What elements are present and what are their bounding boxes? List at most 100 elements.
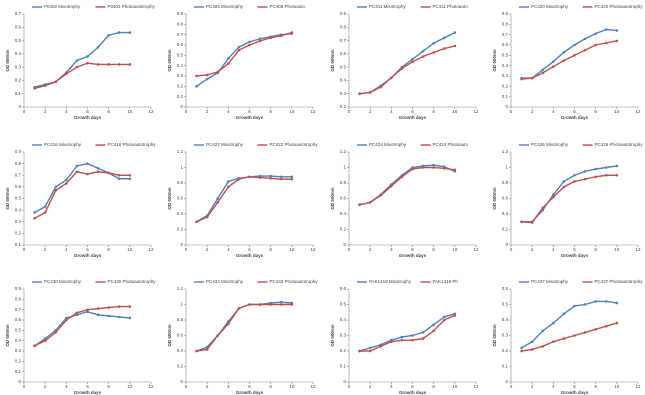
point	[269, 177, 272, 180]
y-tick-label: 0.6	[15, 24, 22, 29]
x-tick-label: 2	[369, 384, 372, 389]
point	[541, 329, 545, 333]
y-tick-label: 0	[505, 242, 508, 247]
point	[65, 178, 68, 182]
point	[368, 346, 372, 350]
legend-label: PC430 Photoautotrophy	[108, 279, 157, 284]
legend-label: PC422 Mixotrophy	[206, 142, 244, 147]
point	[117, 305, 121, 308]
point	[594, 175, 597, 179]
point	[227, 185, 230, 189]
point	[290, 303, 294, 306]
y-tick-label: 0.7	[15, 11, 22, 16]
point	[432, 41, 435, 45]
y-tick-label: 0.4	[15, 207, 22, 212]
point	[562, 185, 566, 189]
x-tick-label: 10	[452, 109, 458, 114]
x-tick-label: 6	[411, 109, 414, 114]
x-axis-label: Growth days	[74, 115, 102, 120]
series-line	[196, 176, 292, 223]
point	[541, 345, 545, 348]
point	[227, 180, 230, 183]
legend-label: PC420 Photoautotrophy	[595, 4, 644, 9]
x-tick-label: 0	[185, 247, 188, 252]
x-tick-label: 8	[269, 109, 272, 114]
y-axis-label: OD 600nm	[492, 49, 497, 71]
series-line	[34, 62, 130, 90]
point	[128, 177, 132, 181]
y-axis-label: OD 600nm	[167, 49, 172, 71]
x-tick-label: 10	[127, 384, 133, 389]
point	[269, 174, 272, 178]
y-tick-label: 1.2	[502, 149, 509, 154]
x-tick-label: 4	[552, 109, 555, 114]
y-tick-label: 0	[505, 104, 508, 109]
y-tick-label: 0.2	[177, 227, 184, 232]
point	[400, 335, 404, 339]
point	[615, 164, 619, 168]
point	[442, 47, 446, 50]
x-tick-label: 0	[23, 384, 26, 389]
point	[96, 63, 100, 66]
point	[432, 323, 435, 326]
point	[432, 51, 435, 54]
y-tick-label: 0.4	[177, 348, 184, 353]
legend-label: PC433 Mixotrophy	[206, 279, 244, 284]
point	[583, 303, 587, 306]
point	[358, 92, 361, 96]
x-tick-label: 6	[86, 384, 89, 389]
y-tick-label: 0.8	[15, 297, 22, 302]
series-line	[196, 303, 292, 352]
x-tick-label: 8	[594, 109, 597, 114]
point	[421, 55, 425, 58]
point	[96, 307, 100, 310]
y-tick-label: 0.2	[502, 227, 509, 232]
y-tick-label: 0.6	[177, 196, 184, 201]
x-tick-label: 10	[289, 109, 295, 114]
point	[615, 29, 619, 32]
point	[86, 162, 89, 165]
point	[205, 73, 209, 77]
y-tick-label: 1	[180, 165, 183, 170]
point	[128, 316, 132, 320]
y-tick-label: 0.2	[177, 84, 184, 89]
x-tick-label: 4	[552, 384, 555, 389]
y-tick-label: 0.3	[340, 333, 347, 338]
series-line	[521, 28, 617, 79]
point	[258, 37, 262, 41]
legend-label: PAK1418 Ph	[433, 279, 459, 284]
y-tick-label: 0.9	[15, 149, 22, 154]
x-tick-label: 4	[552, 247, 555, 252]
x-tick-label: 4	[65, 247, 68, 252]
point	[258, 39, 262, 43]
point	[379, 194, 383, 197]
point	[195, 74, 198, 78]
y-tick-label: 0.5	[177, 53, 184, 58]
point	[33, 211, 36, 214]
y-axis-label: OD 600nm	[5, 324, 10, 346]
y-axis-label: OD 600nm	[5, 187, 10, 209]
y-tick-label: 0.3	[502, 73, 509, 78]
x-axis-label: Growth days	[561, 390, 589, 395]
legend-label: PC416 Mixotrophy	[44, 142, 82, 147]
point	[583, 170, 587, 173]
y-axis-label: OD 600nm	[492, 324, 497, 346]
x-tick-label: 12	[473, 109, 479, 114]
point	[604, 300, 608, 303]
point	[411, 60, 414, 64]
y-tick-label: 0.8	[177, 22, 184, 27]
point	[65, 182, 68, 185]
point	[400, 175, 404, 179]
y-tick-label: 0.5	[15, 38, 22, 43]
point	[562, 59, 566, 62]
point	[248, 303, 251, 306]
y-tick-label: 0.6	[340, 196, 347, 201]
point	[552, 340, 555, 344]
point	[530, 221, 534, 224]
point	[117, 63, 121, 66]
series-line	[521, 40, 617, 80]
legend-label: PC422 Photoautotrophy	[270, 142, 319, 147]
y-tick-label: 0.2	[340, 104, 347, 109]
x-tick-label: 6	[573, 109, 576, 114]
point	[530, 76, 534, 80]
